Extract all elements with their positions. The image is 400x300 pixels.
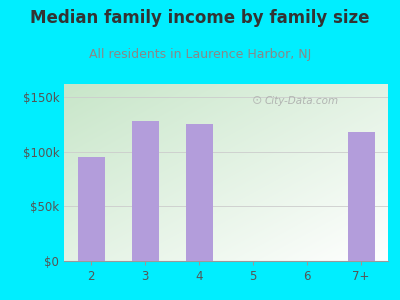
Text: Median family income by family size: Median family income by family size [30,9,370,27]
Text: All residents in Laurence Harbor, NJ: All residents in Laurence Harbor, NJ [89,48,311,61]
Bar [78,157,104,261]
Text: City-Data.com: City-Data.com [265,96,339,106]
Bar [132,121,158,261]
Text: ⊙: ⊙ [252,94,262,107]
Bar [348,132,374,261]
Bar [186,124,212,261]
